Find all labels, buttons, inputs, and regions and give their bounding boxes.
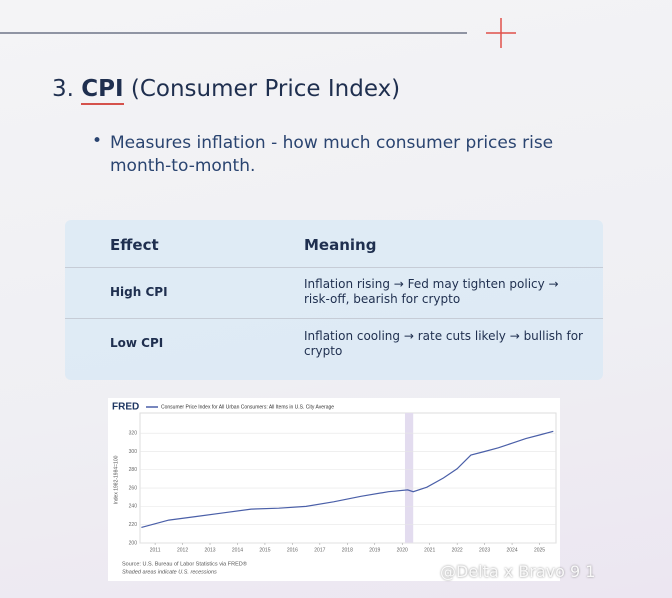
column-header: Effect — [110, 236, 159, 254]
x-tick-label: 2012 — [177, 547, 188, 553]
legend-label: Consumer Price Index for All Urban Consu… — [161, 404, 334, 410]
cell: Low CPI — [110, 336, 164, 350]
x-tick-label: 2023 — [479, 547, 490, 553]
x-tick-label: 2025 — [534, 547, 545, 553]
column-header: Meaning — [304, 236, 377, 254]
plot-area — [139, 412, 557, 544]
x-tick-label: 2013 — [204, 547, 215, 553]
x-tick-label: 2022 — [452, 547, 463, 553]
cell: Inflation cooling → rate cuts likely → b… — [304, 329, 583, 358]
chart: FRED Index 1982-1984=100 Source: U.S. Bu… — [108, 398, 560, 581]
watermark: @Delta x Bravo 9 1 — [440, 562, 596, 581]
heading-number: 3. — [52, 76, 74, 102]
data-line — [141, 430, 554, 528]
y-tick-label: 280 — [129, 467, 138, 473]
chart-logo: FRED — [112, 402, 139, 413]
recession-shade — [404, 413, 414, 543]
heading-rest: (Consumer Price Index) — [130, 76, 401, 102]
source: Source: U.S. Bureau of Labor Statistics … — [122, 560, 247, 567]
cell: Inflation rising → Fed may tighten polic… — [304, 277, 559, 306]
heading-term: CPI — [81, 76, 124, 105]
x-tick-label: 2015 — [259, 547, 270, 553]
y-tick-label: 260 — [129, 485, 138, 491]
row-divider — [65, 267, 603, 268]
x-tick-label: 2018 — [342, 547, 353, 553]
x-tick-label: 2017 — [314, 547, 325, 553]
x-tick-label: 2020 — [397, 547, 408, 553]
x-tick-label: 2019 — [369, 547, 380, 553]
x-tick-label: 2014 — [232, 547, 243, 553]
x-tick-label: 2016 — [287, 547, 298, 553]
x-tick-label: 2024 — [507, 547, 518, 553]
heading: 3. CPI (Consumer Price Index) — [52, 76, 401, 105]
y-tick-label: 320 — [129, 430, 138, 436]
bullet-text: Measures inflation - how much consumer p… — [110, 133, 554, 176]
note: Shaded areas indicate U.S. recessions — [122, 569, 217, 575]
cell: High CPI — [110, 285, 168, 299]
row-divider — [65, 318, 603, 319]
x-tick-label: 2021 — [424, 547, 435, 553]
table: Effect Meaning High CPI Inflation rising… — [65, 220, 603, 380]
bullet-dot: • — [92, 131, 103, 151]
y-tick-label: 220 — [129, 522, 138, 528]
x-tick-label: 2011 — [150, 547, 161, 553]
y-axis-label: Index 1982-1984=100 — [113, 455, 119, 504]
y-tick-label: 300 — [129, 449, 138, 455]
top-decoration — [0, 18, 516, 48]
y-tick-label: 200 — [129, 540, 138, 546]
y-tick-label: 240 — [129, 504, 138, 510]
